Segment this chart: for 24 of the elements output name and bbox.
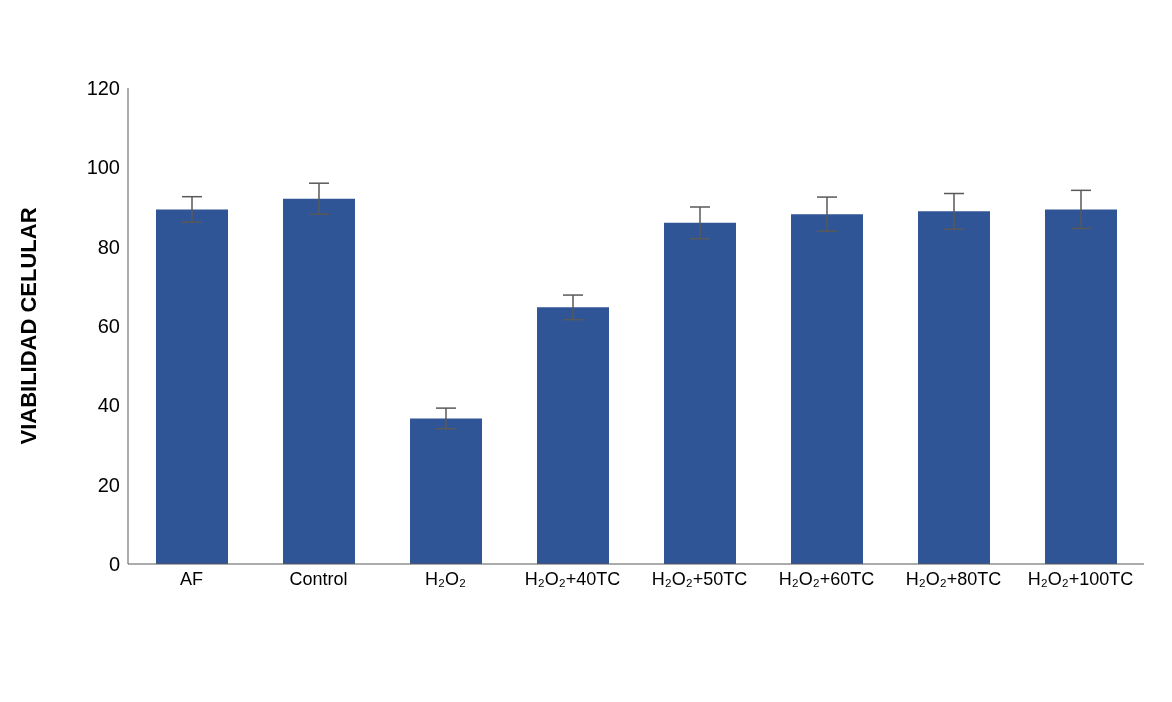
bar: [918, 211, 990, 564]
bar: [1045, 209, 1117, 564]
y-tick-label: 120: [86, 77, 120, 100]
x-tick-label: H₂O₂+80TC: [905, 568, 1002, 589]
bar: [664, 222, 736, 564]
x-tick-label: H₂O₂+50TC: [651, 568, 748, 589]
y-tick-label: 100: [86, 156, 120, 179]
bar: [410, 418, 482, 564]
y-tick-label: 60: [97, 315, 120, 338]
x-tick-label: Control: [289, 568, 348, 589]
x-tick-label: H₂O₂+40TC: [524, 568, 621, 589]
x-tick-label: H₂O₂: [425, 568, 466, 589]
y-axis-title: VIABILIDAD CELULAR: [15, 207, 41, 445]
y-tick-label: 40: [97, 394, 120, 417]
bar: [791, 214, 863, 564]
bar: [537, 307, 609, 564]
y-tick-label: 80: [97, 235, 120, 258]
x-tick-label: H₂O₂+60TC: [778, 568, 875, 589]
bar: [283, 198, 355, 564]
x-tick-label: H₂O₂+100TC: [1027, 568, 1134, 589]
y-tick-label: 0: [108, 553, 120, 576]
bar: [156, 209, 228, 564]
x-tick-label: AF: [179, 568, 204, 589]
y-tick-label: 20: [97, 473, 120, 496]
